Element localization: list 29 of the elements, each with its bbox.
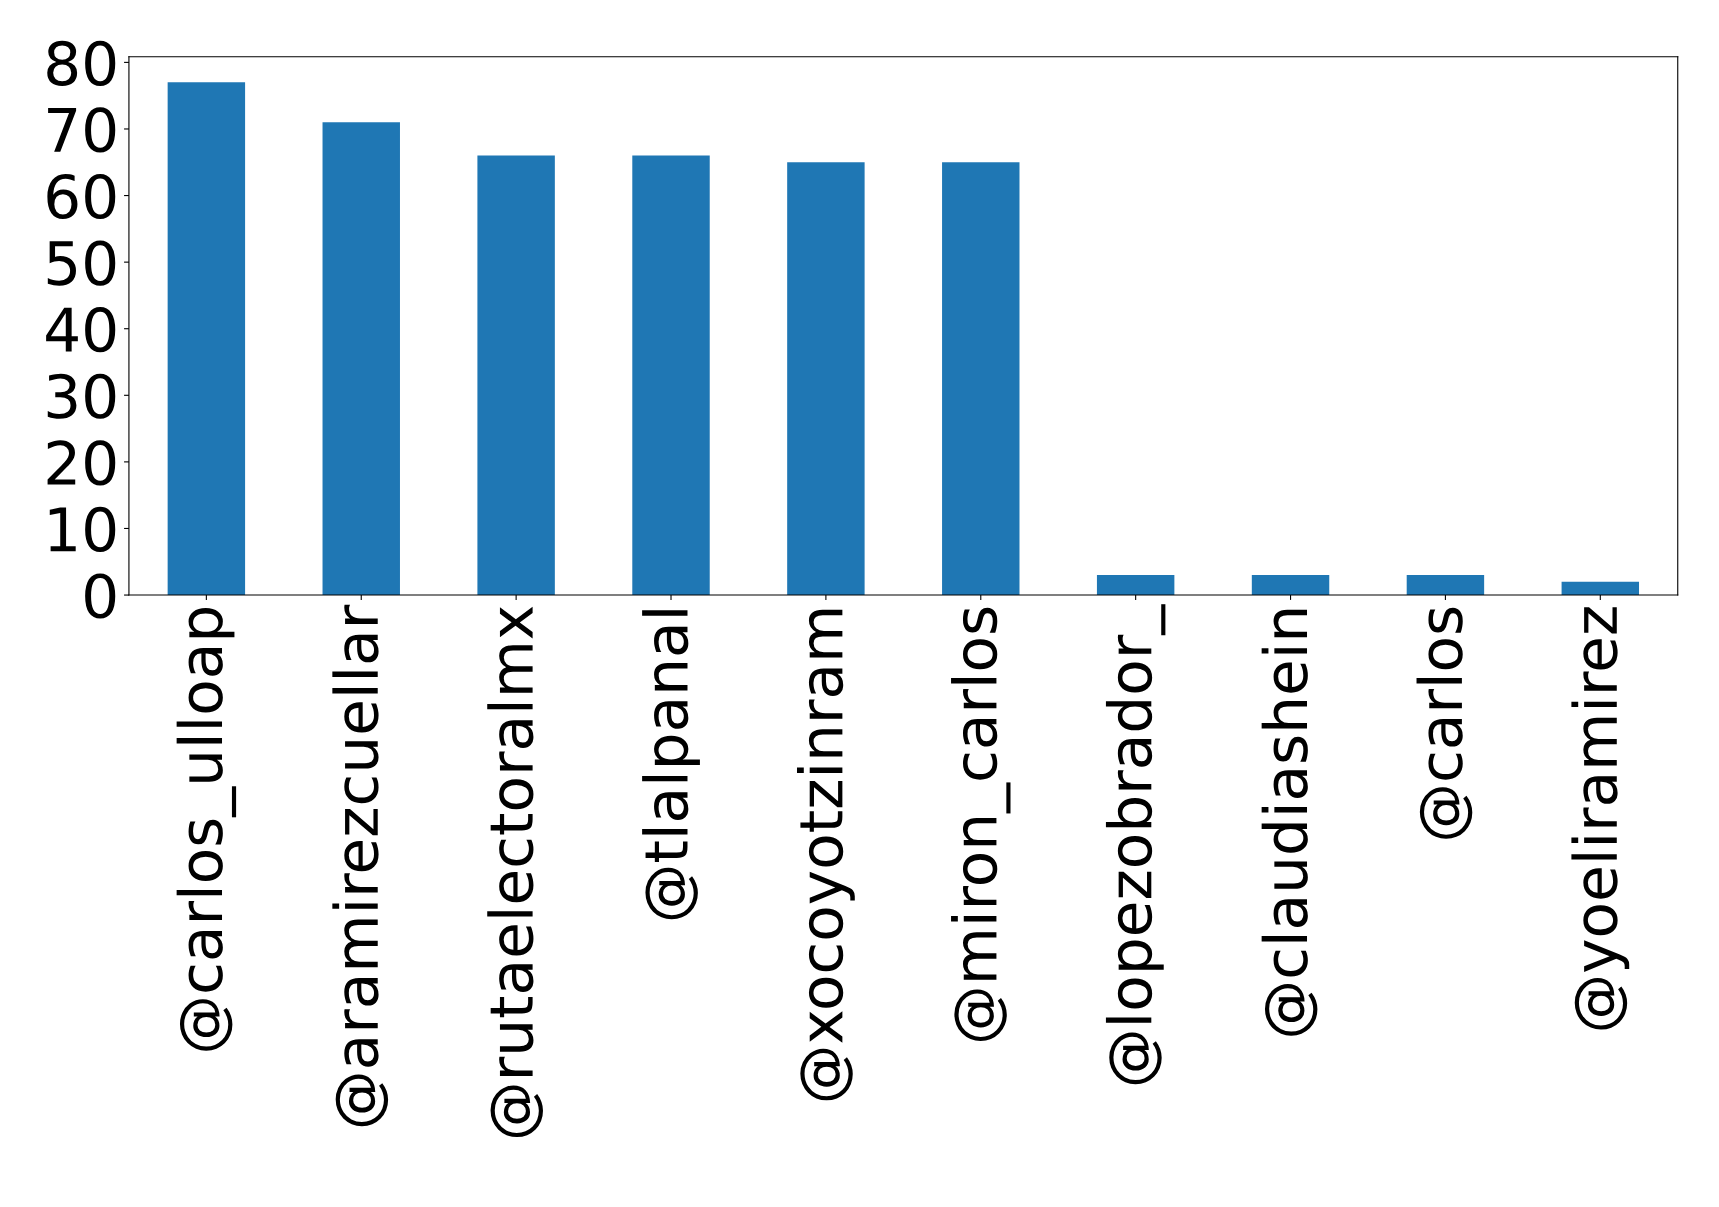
x-tick-label: @claudiashein	[1261, 609, 1318, 1036]
x-tick-label: @miron_carlos	[951, 607, 1011, 1042]
x-tick-label: @yoeliramirez	[1571, 607, 1630, 1030]
y-tick-label: 50	[47, 240, 116, 286]
y-tick-label: 10	[49, 506, 116, 553]
x-tick-label: @xocoyotzinram	[796, 609, 855, 1101]
y-tick-label: 80	[47, 40, 116, 86]
y-tick-label: 30	[47, 373, 116, 419]
x-tick-label: @tlalpanal	[642, 610, 700, 920]
x-tick-label: @rutaelectoralmx	[487, 606, 543, 1138]
y-tick-label: 60	[47, 173, 116, 220]
bar	[167, 82, 246, 596]
bar	[632, 155, 710, 596]
bar	[322, 122, 400, 596]
x-tick-label: @carlos	[1416, 607, 1473, 839]
x-tick-label: @carlos_ulloap	[176, 608, 237, 1051]
y-tick-label: 20	[47, 440, 116, 486]
bar	[787, 162, 865, 596]
bar	[1561, 581, 1640, 596]
bar	[1251, 575, 1330, 596]
bar	[942, 162, 1020, 596]
x-tick-label: @lopezobrador_	[1105, 604, 1166, 1085]
bar	[477, 155, 555, 596]
x-tick-label: @aramirezcuellar	[332, 604, 389, 1127]
y-tick-label: 40	[46, 307, 116, 353]
bar	[1096, 575, 1175, 596]
y-tick-label: 70	[48, 107, 116, 153]
bar	[1406, 575, 1485, 596]
y-tick-label: 0	[85, 573, 116, 619]
